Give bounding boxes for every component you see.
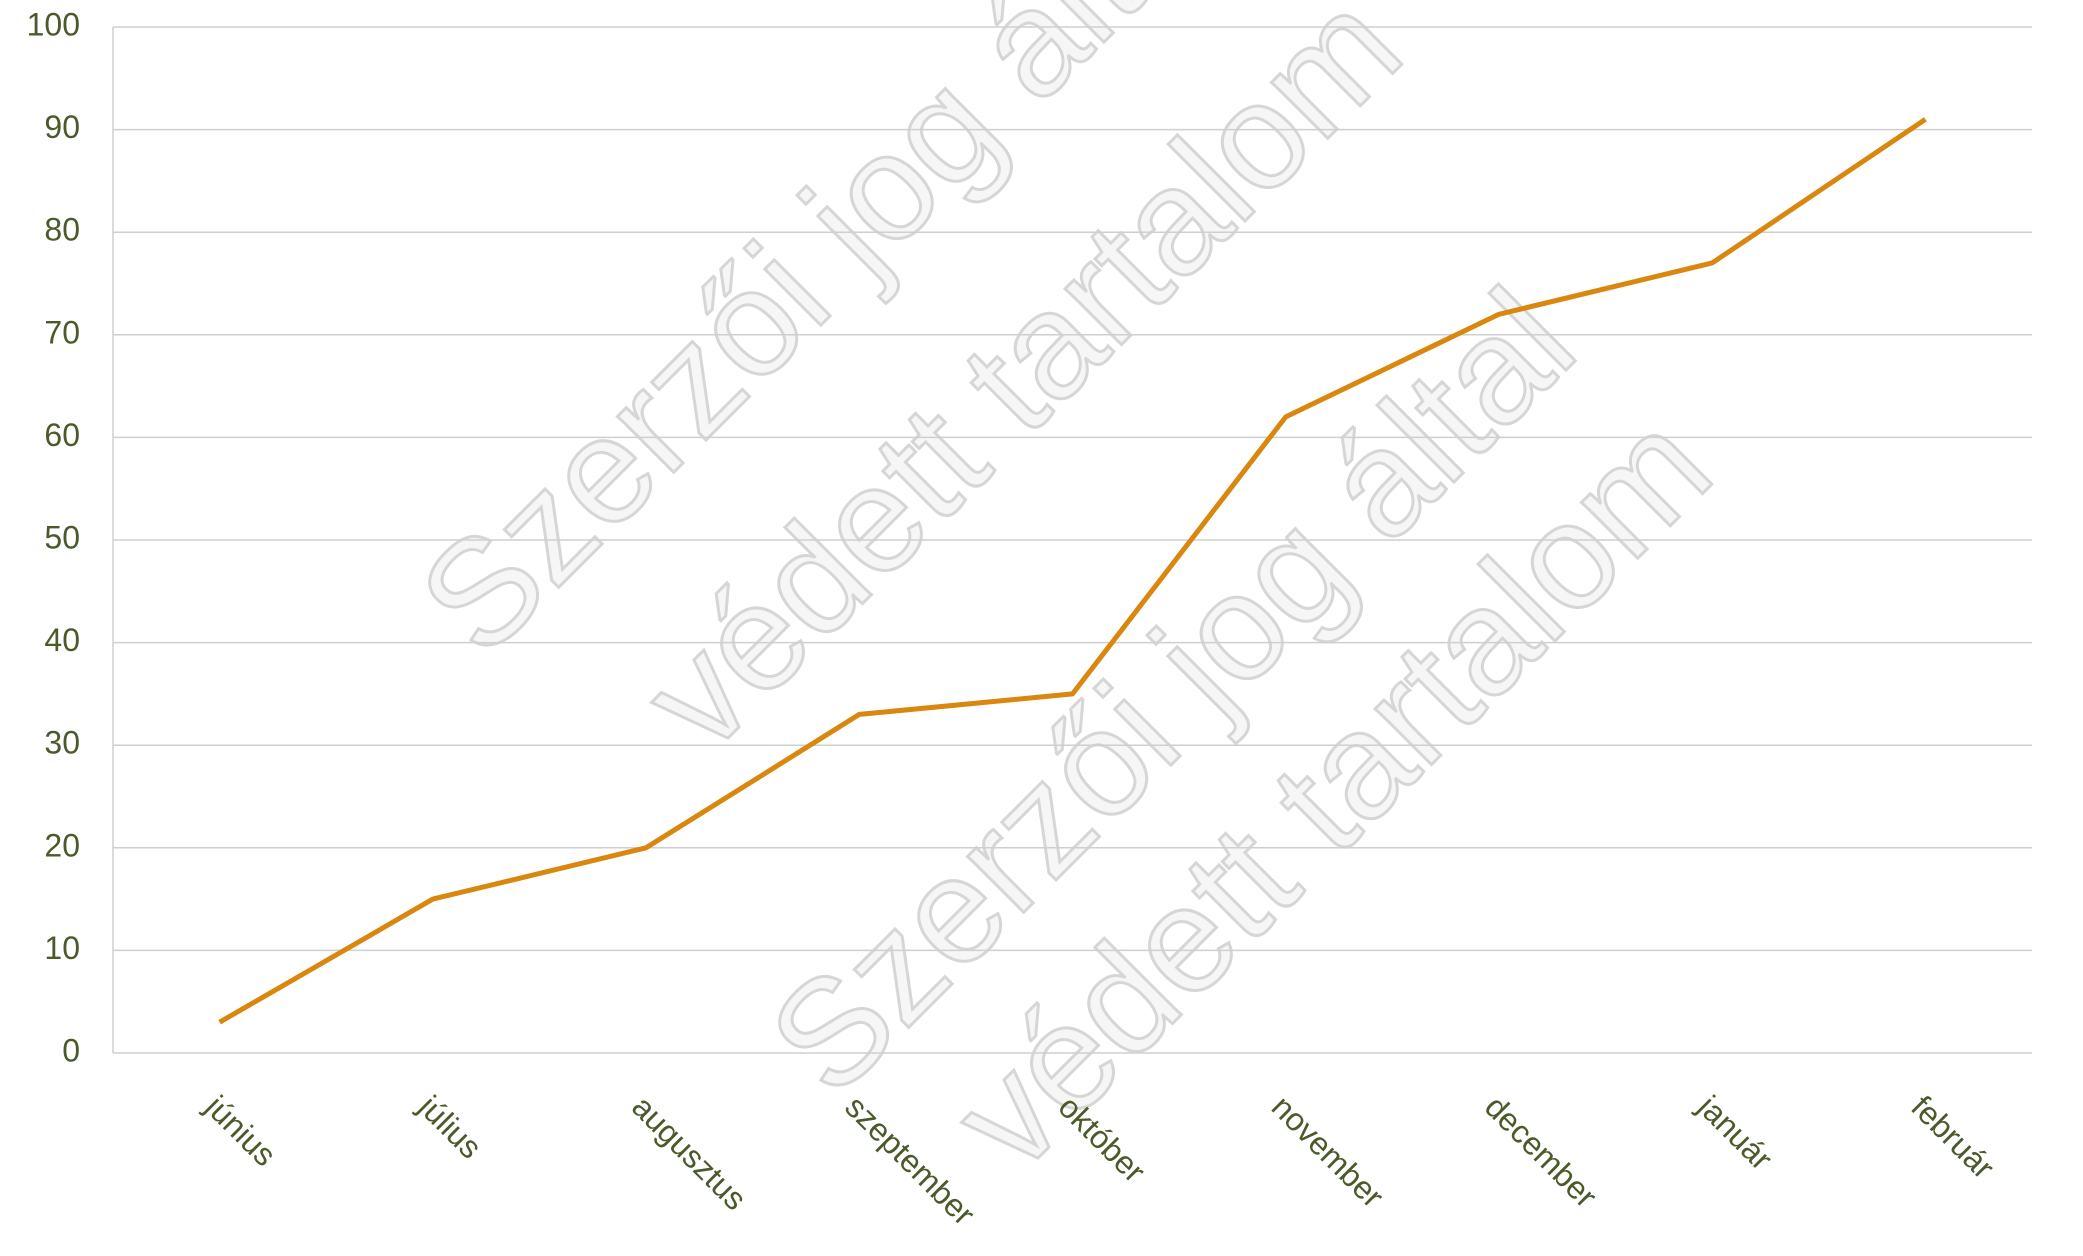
y-tick-label: 0 — [62, 1032, 80, 1068]
y-tick-label: 40 — [44, 622, 80, 658]
x-tick-label: február — [1904, 1088, 2001, 1185]
y-tick-label: 20 — [44, 827, 80, 863]
x-tick-label: november — [1265, 1088, 1391, 1214]
y-tick-label: 50 — [44, 519, 80, 555]
y-tick-label: 70 — [44, 314, 80, 350]
x-tick-label: december — [1478, 1088, 1604, 1214]
y-tick-label: 90 — [44, 109, 80, 145]
y-tick-label: 10 — [44, 930, 80, 966]
line-series — [218, 117, 1927, 1025]
y-tick-label: 80 — [44, 212, 80, 248]
y-tick-label: 60 — [44, 417, 80, 453]
x-tick-label: augusztus — [625, 1088, 754, 1217]
x-tick-label: június — [198, 1088, 283, 1173]
grid — [113, 26, 2032, 1054]
x-tick-label: január — [1691, 1088, 1780, 1177]
x-tick-label: július — [411, 1088, 489, 1166]
watermarks: Szerzői jog által védett tartalom Szerző… — [386, 0, 1743, 1203]
y-tick-label: 100 — [27, 6, 80, 42]
y-tick-label: 30 — [44, 725, 80, 761]
